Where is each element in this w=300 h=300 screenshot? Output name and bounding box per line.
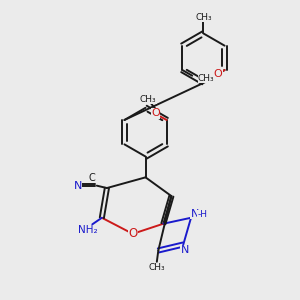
Text: -H: -H bbox=[197, 210, 207, 219]
Text: N: N bbox=[74, 181, 82, 191]
Text: CH₃: CH₃ bbox=[148, 263, 165, 272]
Text: O: O bbox=[151, 108, 160, 118]
Text: N: N bbox=[181, 245, 189, 255]
Text: NH₂: NH₂ bbox=[78, 225, 98, 235]
Text: O: O bbox=[128, 227, 137, 240]
Text: O: O bbox=[214, 69, 222, 79]
Text: N: N bbox=[190, 209, 199, 219]
Text: C: C bbox=[89, 173, 95, 183]
Text: CH₃: CH₃ bbox=[140, 95, 157, 104]
Text: CH₃: CH₃ bbox=[195, 13, 212, 22]
Text: CH₃: CH₃ bbox=[198, 74, 214, 83]
